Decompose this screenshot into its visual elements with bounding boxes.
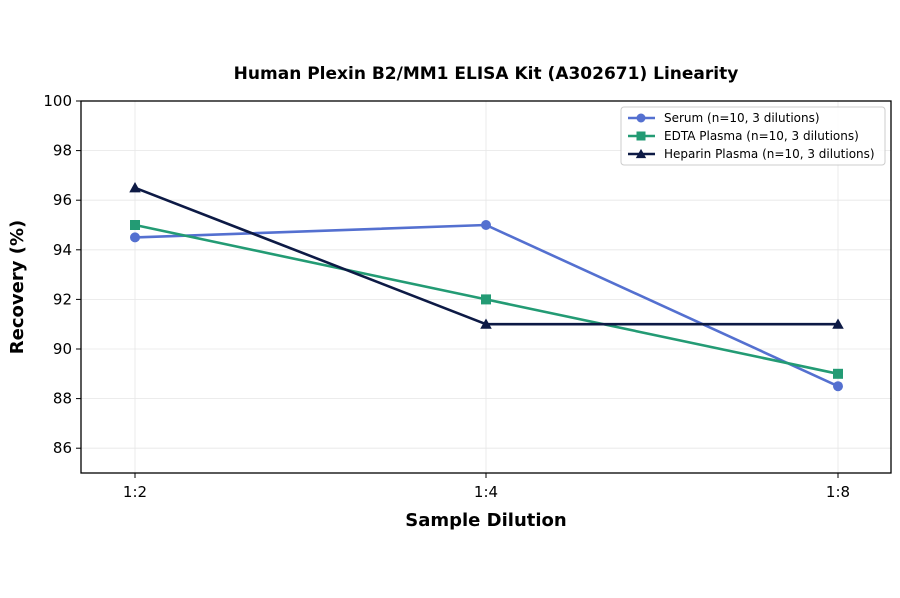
data-point (481, 220, 491, 230)
data-point (130, 220, 140, 230)
legend: Serum (n=10, 3 dilutions) EDTA Plasma (n=… (620, 106, 886, 166)
legend-box (620, 106, 886, 166)
series-2 (130, 220, 843, 379)
series-layer (129, 182, 844, 392)
legend-label: Heparin Plasma (n=10, 3 dilutions) (664, 147, 875, 161)
series-3 (129, 182, 844, 329)
y-axis-label: Recovery (%) (7, 220, 28, 354)
legend-label: EDTA Plasma (n=10, 3 dilutions) (664, 129, 859, 143)
x-axis-label: Sample Dilution (405, 510, 566, 531)
legend-item: EDTA Plasma (n=10, 3 dilutions) (628, 129, 859, 143)
data-point (480, 318, 492, 329)
data-point (130, 232, 140, 243)
data-point (636, 131, 646, 141)
x-tick-label: 1:2 (123, 483, 147, 501)
y-axis: 86 88 90 92 94 96 98 100 (43, 92, 81, 457)
x-tick-label: 1:8 (826, 483, 850, 501)
y-tick-label: 88 (53, 390, 72, 408)
x-tick-label: 1:4 (474, 483, 498, 501)
y-tick-label: 98 (53, 142, 72, 160)
y-tick-label: 100 (43, 92, 72, 110)
data-point (833, 381, 843, 392)
data-point (129, 182, 141, 193)
legend-item: Heparin Plasma (n=10, 3 dilutions) (628, 147, 875, 161)
y-tick-label: 92 (53, 290, 72, 308)
y-tick-label: 86 (53, 439, 72, 457)
x-axis: 1:2 1:4 1:8 (123, 473, 850, 501)
y-tick-label: 94 (53, 241, 72, 259)
legend-label: Serum (n=10, 3 dilutions) (664, 111, 820, 125)
y-tick-label: 96 (53, 191, 72, 209)
data-point (636, 113, 646, 123)
data-point (635, 148, 647, 159)
chart-title: Human Plexin B2/MM1 ELISA Kit (A302671) … (234, 64, 739, 84)
data-point (833, 368, 843, 379)
data-point (481, 294, 491, 305)
data-point (832, 318, 844, 329)
y-tick-label: 90 (53, 340, 72, 358)
legend-item: Serum (n=10, 3 dilutions) (628, 111, 820, 125)
